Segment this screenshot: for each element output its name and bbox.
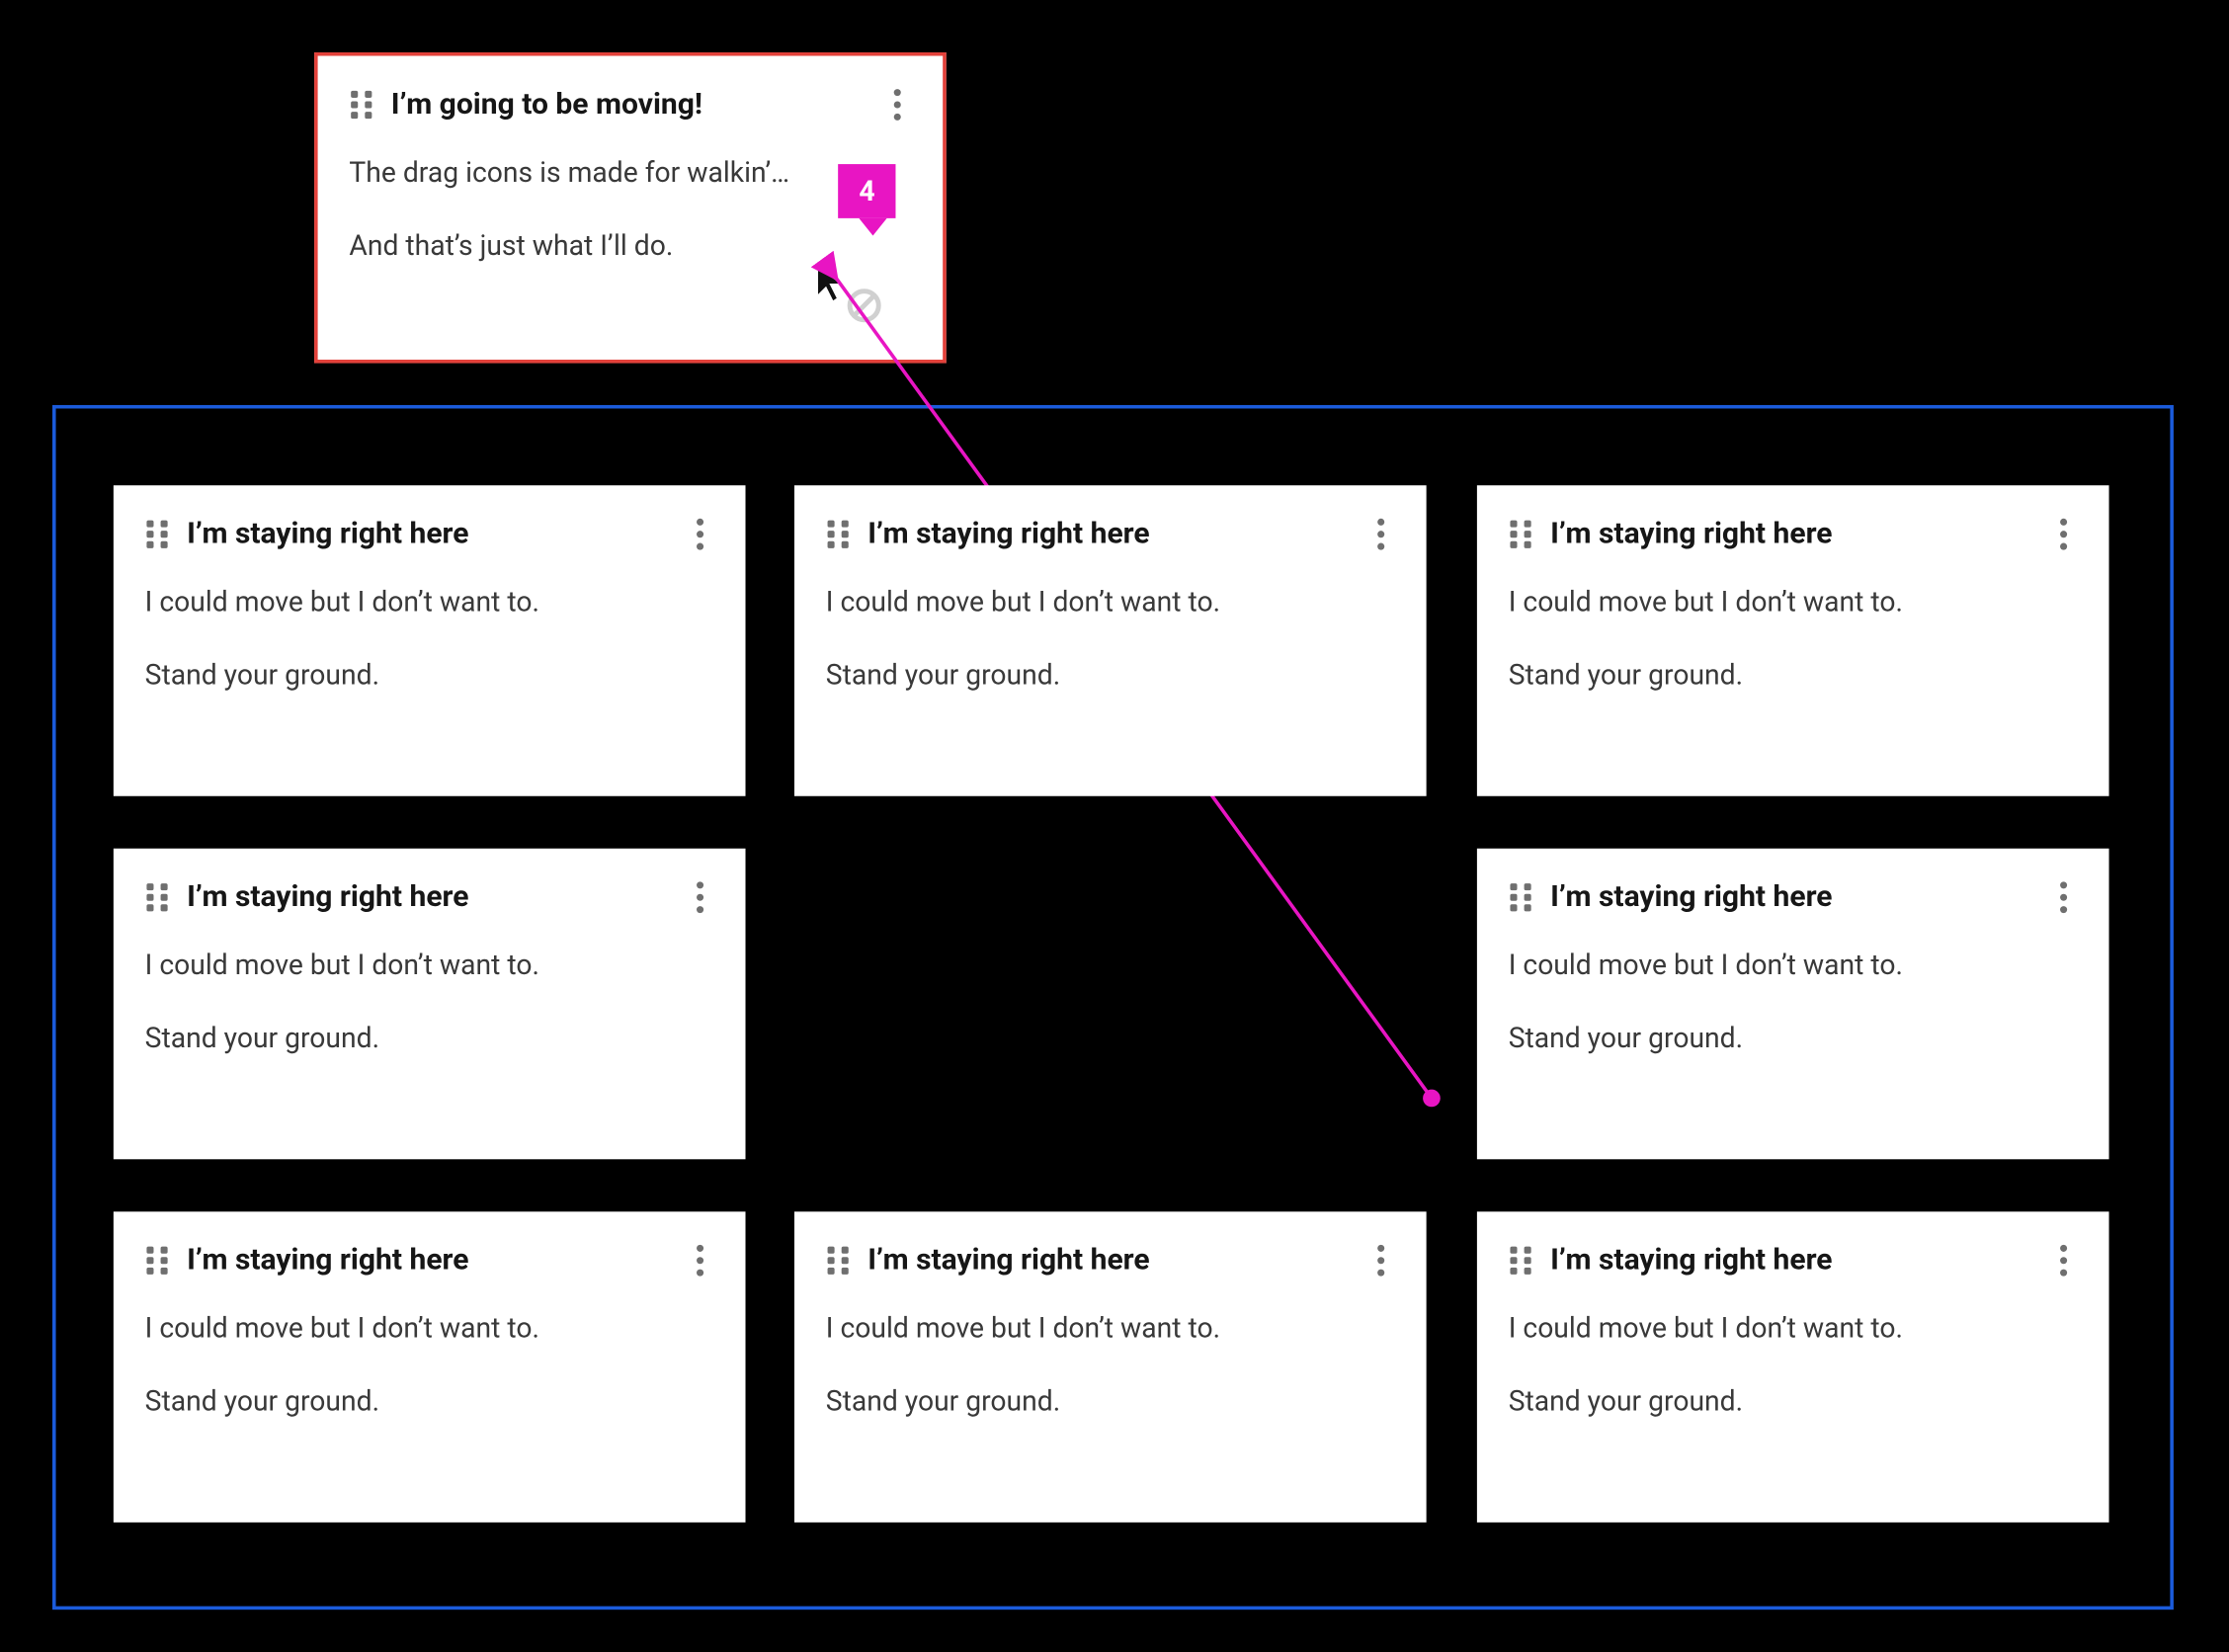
- drag-handle-icon[interactable]: [1509, 521, 1533, 548]
- static-card[interactable]: I’m staying right here I could move but …: [1477, 485, 2109, 796]
- card-text-line: Stand your ground.: [826, 656, 1395, 694]
- card-body: The drag icons is made for walkin’… And …: [349, 153, 911, 264]
- card-title: I’m staying right here: [1550, 517, 2032, 551]
- card-body: I could move but I don’t want to. Stand …: [145, 947, 714, 1057]
- cursor-no-drop-icon: [813, 262, 883, 325]
- overflow-menu-icon[interactable]: [2049, 1243, 2077, 1278]
- card-text-line: Stand your ground.: [1509, 1382, 2078, 1420]
- card-text-line: I could move but I don’t want to.: [145, 947, 714, 984]
- card-header: I’m staying right here: [1509, 517, 2078, 551]
- static-card[interactable]: I’m staying right here I could move but …: [794, 485, 1427, 796]
- card-header: I’m staying right here: [1509, 880, 2078, 915]
- card-title: I’m staying right here: [867, 1243, 1350, 1278]
- card-header: I’m staying right here: [1509, 1243, 2078, 1278]
- card-header: I’m staying right here: [826, 517, 1395, 551]
- card-text-line: Stand your ground.: [145, 1019, 714, 1056]
- static-card[interactable]: I’m staying right here I could move but …: [1477, 849, 2109, 1160]
- drag-handle-icon[interactable]: [826, 521, 851, 548]
- card-text-line: The drag icons is made for walkin’…: [349, 153, 911, 191]
- card-text-line: Stand your ground.: [1509, 1019, 2078, 1056]
- card-body: I could move but I don’t want to. Stand …: [826, 583, 1395, 694]
- card-header: I’m going to be moving!: [349, 87, 911, 122]
- card-text-line: I could move but I don’t want to.: [826, 583, 1395, 620]
- card-text-line: And that’s just what I’ll do.: [349, 226, 911, 264]
- drag-handle-icon[interactable]: [1509, 1247, 1533, 1275]
- static-card[interactable]: I’m staying right here I could move but …: [1477, 1211, 2109, 1523]
- card-text-line: I could move but I don’t want to.: [145, 1309, 714, 1347]
- static-card[interactable]: I’m staying right here I could move but …: [114, 849, 746, 1160]
- overflow-menu-icon[interactable]: [2049, 517, 2077, 551]
- drag-handle-icon[interactable]: [145, 1247, 170, 1275]
- card-title: I’m staying right here: [1550, 880, 2032, 915]
- card-header: I’m staying right here: [826, 1243, 1395, 1278]
- card-body: I could move but I don’t want to. Stand …: [145, 583, 714, 694]
- card-title: I’m going to be moving!: [391, 87, 867, 122]
- card-text-line: I could move but I don’t want to.: [1509, 947, 2078, 984]
- overflow-menu-icon[interactable]: [686, 880, 713, 915]
- card-text-line: Stand your ground.: [826, 1382, 1395, 1420]
- card-body: I could move but I don’t want to. Stand …: [1509, 1309, 2078, 1420]
- static-card[interactable]: I’m staying right here I could move but …: [114, 485, 746, 796]
- annotation-badge: 4: [838, 164, 896, 218]
- card-body: I could move but I don’t want to. Stand …: [1509, 583, 2078, 694]
- drag-handle-icon[interactable]: [145, 883, 170, 911]
- static-card[interactable]: I’m staying right here I could move but …: [794, 1211, 1427, 1523]
- card-title: I’m staying right here: [187, 517, 669, 551]
- static-card[interactable]: I’m staying right here I could move but …: [114, 1211, 746, 1523]
- drag-handle-icon[interactable]: [826, 1247, 851, 1275]
- card-body: I could move but I don’t want to. Stand …: [145, 1309, 714, 1420]
- overflow-menu-icon[interactable]: [2049, 880, 2077, 915]
- card-text-line: Stand your ground.: [1509, 656, 2078, 694]
- card-title: I’m staying right here: [187, 880, 669, 915]
- annotation-label: 4: [859, 175, 874, 208]
- card-text-line: Stand your ground.: [145, 656, 714, 694]
- card-header: I’m staying right here: [145, 880, 714, 915]
- overflow-menu-icon[interactable]: [883, 87, 911, 122]
- card-body: I could move but I don’t want to. Stand …: [1509, 947, 2078, 1057]
- card-title: I’m staying right here: [867, 517, 1350, 551]
- drag-handle-icon[interactable]: [349, 91, 373, 119]
- overflow-menu-icon[interactable]: [1367, 1243, 1395, 1278]
- card-header: I’m staying right here: [145, 517, 714, 551]
- overflow-menu-icon[interactable]: [1367, 517, 1395, 551]
- card-title: I’m staying right here: [1550, 1243, 2032, 1278]
- card-text-line: I could move but I don’t want to.: [145, 583, 714, 620]
- card-header: I’m staying right here: [145, 1243, 714, 1278]
- overflow-menu-icon[interactable]: [686, 1243, 713, 1278]
- card-text-line: Stand your ground.: [145, 1382, 714, 1420]
- card-text-line: I could move but I don’t want to.: [826, 1309, 1395, 1347]
- card-text-line: I could move but I don’t want to.: [1509, 583, 2078, 620]
- card-body: I could move but I don’t want to. Stand …: [826, 1309, 1395, 1420]
- overflow-menu-icon[interactable]: [686, 517, 713, 551]
- drag-handle-icon[interactable]: [145, 521, 170, 548]
- card-title: I’m staying right here: [187, 1243, 669, 1278]
- card-text-line: I could move but I don’t want to.: [1509, 1309, 2078, 1347]
- drag-handle-icon[interactable]: [1509, 883, 1533, 911]
